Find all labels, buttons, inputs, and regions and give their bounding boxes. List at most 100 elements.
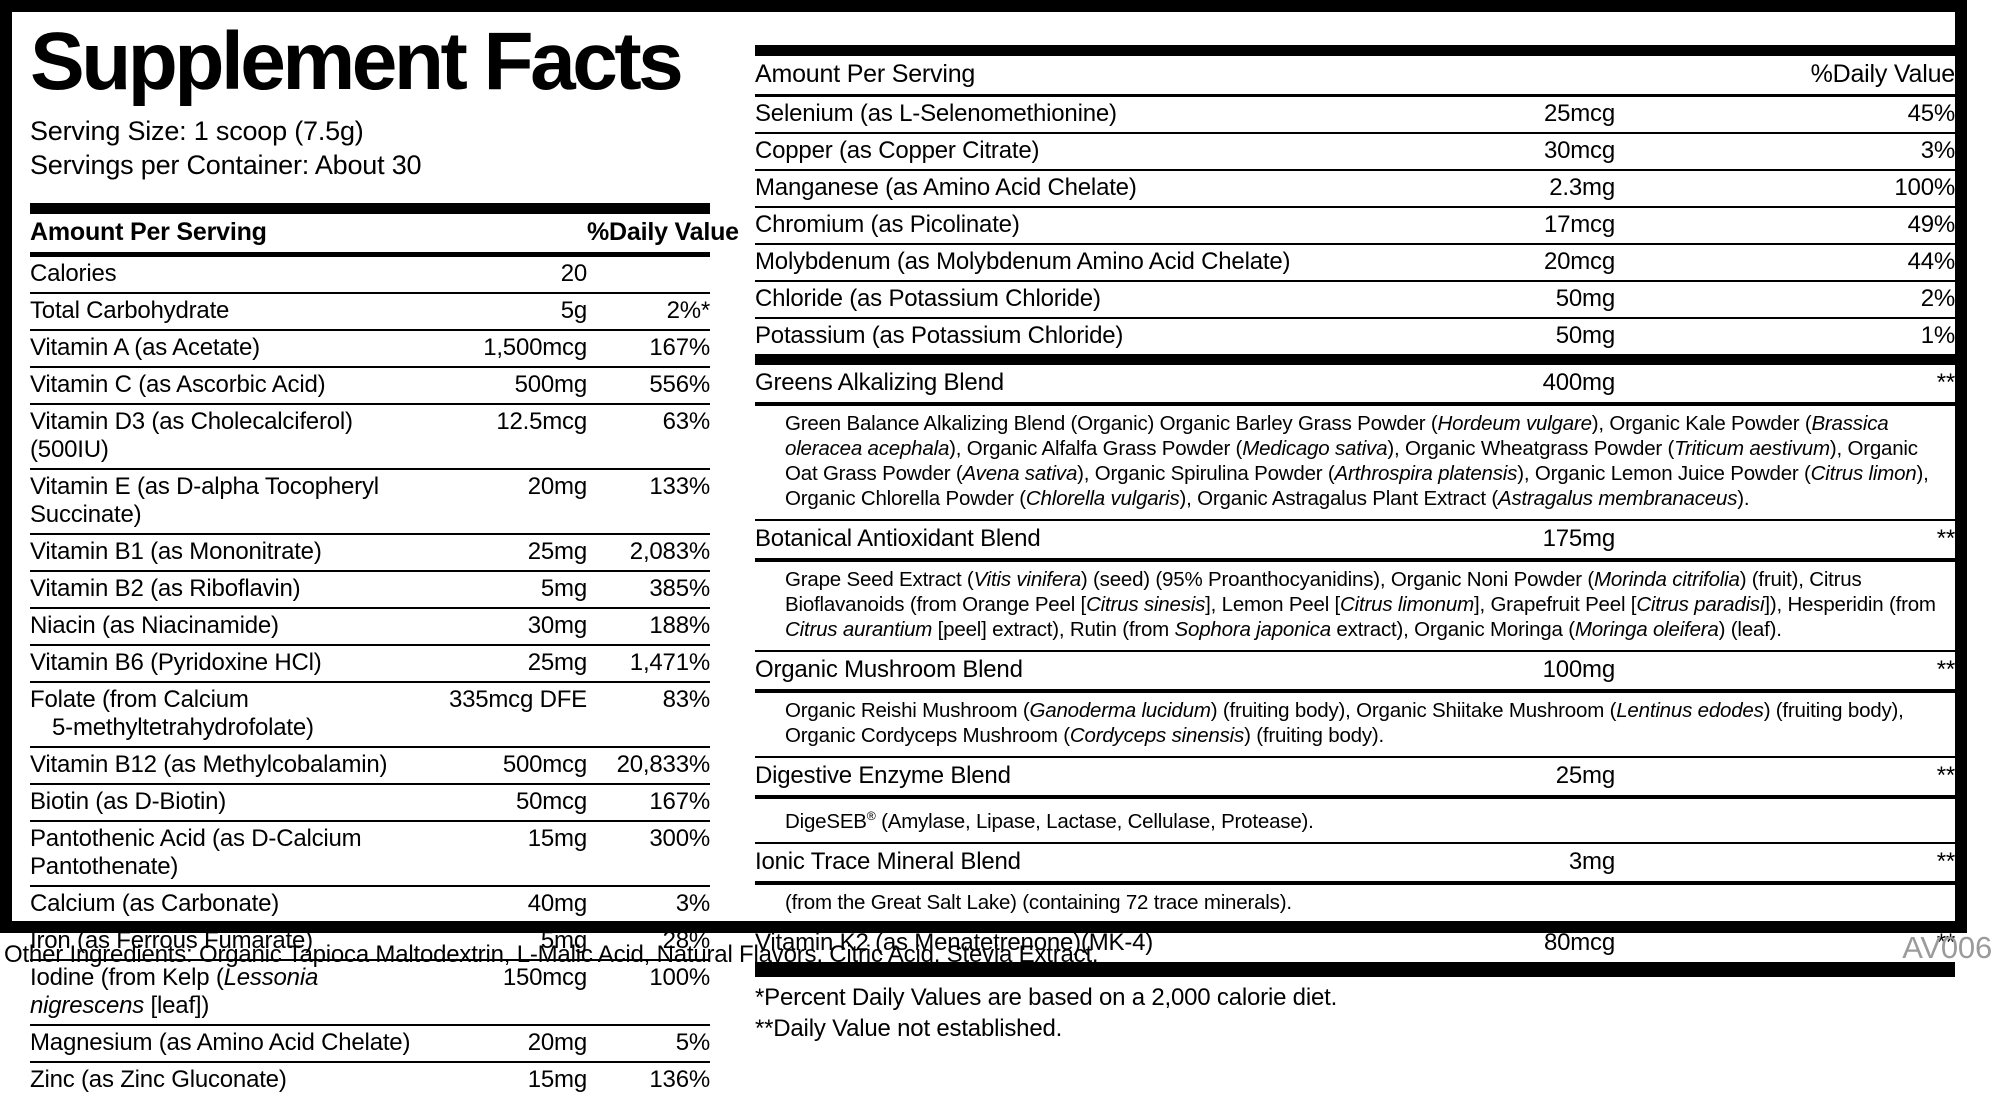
nutrient-daily-value: 83% [662,686,711,713]
panel-title: Supplement Facts [30,16,684,107]
footnotes: *Percent Daily Values are based on a 2,0… [755,977,1955,1044]
blend-daily-value: ** [1936,762,1955,789]
nutrient-daily-value: 45% [1907,100,1956,127]
blend-daily-value: ** [1936,847,1955,875]
nutrient-row: Vitamin A (as Acetate) 1,500mcg 167% [30,329,710,366]
thick-divider-bar [755,354,1955,365]
nutrient-row: Iron (as Ferrous Fumarate) 5mg 28% [30,922,710,959]
nutrient-daily-value: 556% [649,371,710,398]
nutrient-row: Total Carbohydrate 5g 2%* [30,292,710,329]
nutrient-daily-value: 2,083% [629,538,710,565]
spacer [422,218,587,247]
nutrient-row: Folate (from Calcium 5-methyltetrahydrofo… [30,681,710,746]
nutrient-amount: 1,500mcg [483,334,587,361]
nutrient-row: Chloride (as Potassium Chloride) 50mg 2% [755,280,1955,317]
right-column: Amount Per Serving %Daily Value Selenium… [755,45,1955,1044]
left-nutrient-table: Calories 20 Total Carbohydrate 5g 2%* Vitamin… [30,257,710,1098]
nutrient-name: Chloride (as Potassium Chloride) [755,285,1101,312]
other-ingredients: Other Ingredients: Organic Tapioca Malto… [4,941,1099,968]
nutrient-amount: 5g [560,297,587,324]
right-nutrient-table: Selenium (as L-Selenomethionine) 25mcg 45%… [755,97,1955,354]
nutrient-row: Potassium (as Potassium Chloride) 50mg 1% [755,317,1955,354]
nutrient-name: Calories [30,260,117,287]
blend-ingredients: (from the Great Salt Lake) (containing 7… [785,890,1292,914]
nutrient-row: Magnesium (as Amino Acid Chelate) 20mg 5% [30,1024,710,1061]
blend-name: Botanical Antioxidant Blend [755,525,1041,552]
nutrient-name: Iron (as Ferrous Fumarate) [30,927,313,954]
nutrient-name: Total Carbohydrate [30,297,230,324]
nutrient-daily-value: 136% [649,1066,710,1093]
thick-divider-bar [755,965,1955,977]
nutrient-daily-value: 188% [649,612,710,639]
daily-value-header: %Daily Value [1810,60,1956,88]
nutrient-name: Vitamin B2 (as Riboflavin) [30,575,301,602]
blend-row: Botanical Antioxidant Blend 175mg ** [755,519,1955,562]
blend-daily-value: ** [1936,928,1955,956]
nutrient-name: Magnesium (as Amino Acid Chelate) [30,1029,411,1056]
blend-amount: 80mcg [1543,928,1615,956]
nutrient-amount: 50mg [1555,285,1615,312]
blend-daily-value: ** [1936,369,1955,396]
nutrient-daily-value: 100% [1894,174,1955,201]
amount-per-serving-header: Amount Per Serving [30,218,267,246]
nutrient-amount: 25mcg [1543,100,1615,127]
nutrient-amount: 500mg [514,371,588,398]
nutrient-row: Chromium (as Picolinate) 17mcg 49% [755,206,1955,243]
blend-amount: 3mg [1568,847,1615,875]
blend-name: Vitamin K2 (as Menatetrenone)(MK-4) [755,928,1154,956]
nutrient-daily-value: 3% [675,890,710,917]
nutrient-amount: 40mg [527,890,587,917]
nutrient-row: Vitamin B2 (as Riboflavin) 5mg 385% [30,570,710,607]
nutrient-name: Folate (from Calcium 5-methyltetrahydrofo… [30,686,422,742]
blend-daily-value: ** [1936,656,1955,683]
nutrient-name: Niacin (as Niacinamide) [30,612,279,639]
nutrient-amount: 5mg [540,575,587,602]
footnote-dv-not-established: **Daily Value not established. [755,1014,1063,1042]
nutrient-amount: 30mcg [1543,137,1615,164]
blend-row: Ionic Trace Mineral Blend 3mg ** [755,841,1955,885]
nutrient-amount: 20mg [527,473,587,500]
nutrient-row: Vitamin D3 (as Cholecalciferol)(500IU) 12… [30,403,710,468]
nutrient-row: Pantothenic Acid (as D-Calcium Pantothen… [30,820,710,885]
nutrient-name: Vitamin B6 (Pyridoxine HCl) [30,649,322,676]
nutrient-name: Potassium (as Potassium Chloride) [755,322,1124,349]
spacer [1355,60,1615,89]
footnote-daily-values: *Percent Daily Values are based on a 2,0… [755,983,1338,1011]
blend-name: Digestive Enzyme Blend [755,762,1011,789]
nutrient-row: Manganese (as Amino Acid Chelate) 2.3mg 10… [755,169,1955,206]
blend-name: Organic Mushroom Blend [755,656,1023,683]
blend-name: Ionic Trace Mineral Blend [755,847,1021,875]
nutrient-amount: 20 [560,260,587,287]
nutrient-daily-value: 20,833% [616,751,711,778]
nutrient-name: Vitamin B12 (as Methylcobalamin) [30,751,388,778]
nutrient-daily-value: 63% [662,408,711,435]
nutrient-amount: 335mcg DFE [448,686,587,713]
nutrient-name: Vitamin E (as D-alpha Tocopheryl Succina… [30,473,379,528]
nutrient-name: Calcium (as Carbonate) [30,890,280,917]
nutrient-row: Zinc (as Zinc Gluconate) 15mg 136% [30,1061,710,1098]
nutrient-daily-value: 133% [649,473,710,500]
blend-row: Digestive Enzyme Blend 25mg ** [755,756,1955,799]
blend-amount: 25mg [1555,762,1615,789]
nutrient-amount: 15mg [527,1066,587,1093]
nutrient-row: Vitamin C (as Ascorbic Acid) 500mg 556% [30,366,710,403]
nutrient-row: Calories 20 [30,257,710,292]
daily-value-header: %Daily Value [587,218,739,246]
nutrient-name: Iodine (from Kelp (Lessonia nigrescens [… [30,964,319,1019]
nutrient-amount: 50mg [1555,322,1615,349]
blend-ingredients: Green Balance Alkalizing Blend (Organic)… [785,412,1929,510]
blend-ingredients: Organic Reishi Mushroom (Ganoderma lucid… [785,699,1904,747]
nutrient-row: Vitamin B6 (Pyridoxine HCl) 25mg 1,471% [30,644,710,681]
thick-divider-bar [755,45,1955,56]
nutrient-daily-value: 167% [649,788,710,815]
nutrient-daily-value: 1% [1920,322,1955,349]
nutrient-row: Copper (as Copper Citrate) 30mcg 3% [755,132,1955,169]
right-table-header: Amount Per Serving %Daily Value [755,56,1955,97]
nutrient-name-line2: 5-methyltetrahydrofolate) [52,714,314,741]
serving-size: Serving Size: 1 scoop (7.5g) [30,116,364,146]
nutrient-row: Biotin (as D-Biotin) 50mcg 167% [30,783,710,820]
nutrient-amount: 20mcg [1543,248,1615,275]
left-column: Supplement Facts Serving Size: 1 scoop (… [30,16,739,1098]
nutrient-daily-value: 2% [1920,285,1955,312]
nutrient-name: Biotin (as D-Biotin) [30,788,227,815]
